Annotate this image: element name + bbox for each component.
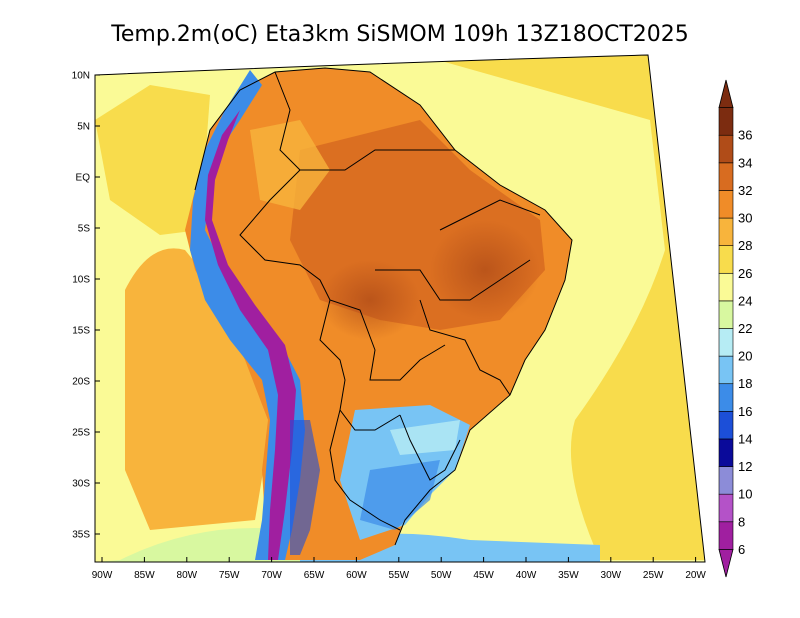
colorbar-label: 32 bbox=[738, 183, 752, 198]
border-states-3 bbox=[419, 299, 511, 396]
colorbar-label: 28 bbox=[738, 238, 752, 253]
colorbar-label: 30 bbox=[738, 211, 752, 226]
colorbar-label: 20 bbox=[738, 349, 752, 364]
south-cold-patch bbox=[360, 460, 440, 530]
border-uruguay bbox=[399, 414, 461, 481]
colorbar-label: 36 bbox=[738, 128, 752, 143]
lat-label: EQ bbox=[76, 173, 91, 184]
colorbar-label: 6 bbox=[738, 542, 745, 557]
colorbar-segment bbox=[718, 383, 734, 412]
south-mild-patch bbox=[390, 420, 460, 455]
lon-label: 60W bbox=[346, 570, 367, 581]
border-states-1 bbox=[375, 259, 531, 301]
colorbar-label: 8 bbox=[738, 514, 745, 529]
colorbar-label: 10 bbox=[738, 487, 752, 502]
lon-label: 85W bbox=[134, 570, 155, 581]
border-north bbox=[274, 71, 455, 171]
colorbar-segment bbox=[718, 466, 734, 495]
border-states-2 bbox=[439, 199, 541, 231]
lon-label: 90W bbox=[92, 570, 113, 581]
colorbar-segment bbox=[718, 411, 734, 440]
lon-label: 45W bbox=[473, 570, 494, 581]
lon-label: 75W bbox=[219, 570, 240, 581]
colorbar-label: 18 bbox=[738, 376, 752, 391]
central-hot-core bbox=[320, 260, 420, 340]
lon-label: 30W bbox=[601, 570, 622, 581]
atlantic-warm bbox=[420, 55, 705, 560]
colorbar-segment bbox=[718, 493, 734, 523]
colorbar: 6 8 10 12 14 16 18 20 22 24 26 28 30 32 34 36 bbox=[718, 79, 752, 578]
longitude-labels: 90W 85W 80W 75W 70W 65W 60W 55W 50W 45W 40W 35W 30W 2… bbox=[92, 557, 706, 581]
lat-label: 5S bbox=[78, 224, 91, 235]
colorbar-segment bbox=[718, 300, 734, 329]
colorbar-segment bbox=[718, 328, 734, 357]
lon-label: 25W bbox=[643, 570, 664, 581]
colorbar-label: 16 bbox=[738, 404, 752, 419]
lat-label: 15S bbox=[72, 326, 90, 337]
lon-label: 35W bbox=[558, 570, 579, 581]
lat-label: 25S bbox=[72, 428, 90, 439]
lat-label: 10S bbox=[72, 275, 90, 286]
lon-label: 20W bbox=[685, 570, 706, 581]
colorbar-segment bbox=[718, 162, 734, 191]
lon-label: 40W bbox=[516, 570, 537, 581]
lon-label: 55W bbox=[389, 570, 410, 581]
border-argentina bbox=[329, 409, 401, 531]
lon-label: 70W bbox=[261, 570, 282, 581]
colorbar-label: 22 bbox=[738, 321, 752, 336]
colorbar-segment bbox=[718, 521, 734, 550]
patagonia-cold bbox=[290, 420, 320, 555]
pacific-north-warm bbox=[95, 85, 210, 235]
lon-label: 50W bbox=[431, 570, 452, 581]
lat-label: 10N bbox=[72, 71, 90, 82]
amazon-mild bbox=[250, 120, 330, 210]
lon-label: 80W bbox=[177, 570, 198, 581]
lat-label: 35S bbox=[72, 530, 90, 541]
map-frame bbox=[94, 54, 706, 563]
colorbar-label: 34 bbox=[738, 155, 752, 170]
coastline-east bbox=[194, 67, 573, 546]
colorbar-arrow-high bbox=[718, 79, 734, 109]
temperature-field bbox=[95, 55, 705, 562]
colorbar-segment bbox=[718, 134, 734, 164]
colorbar-label: 12 bbox=[738, 459, 752, 474]
lat-label: 20S bbox=[72, 377, 90, 388]
lon-label: 65W bbox=[304, 570, 325, 581]
colorbar-segment bbox=[718, 217, 734, 246]
colorbar-segment bbox=[718, 438, 734, 467]
colorbar-segment bbox=[718, 245, 734, 274]
country-borders bbox=[194, 67, 573, 546]
lat-label: 5N bbox=[77, 122, 90, 133]
border-bolivia bbox=[319, 299, 401, 431]
latitude-labels: 10N 5N EQ 5S 10S 15S 20S 25S 30S 35S bbox=[72, 71, 100, 541]
northeast-hot-core bbox=[430, 220, 540, 320]
map-title: Temp.2m(oC) Eta3km SiSMOM 109h 13Z18OCT2… bbox=[110, 22, 689, 47]
colorbar-segment bbox=[718, 107, 734, 136]
colorbar-label: 24 bbox=[738, 293, 752, 308]
colorbar-arrow-low bbox=[718, 548, 734, 578]
lat-label: 30S bbox=[72, 479, 90, 490]
colorbar-segment bbox=[718, 190, 734, 219]
colorbar-segment bbox=[718, 355, 734, 385]
colorbar-segment bbox=[718, 272, 734, 302]
colorbar-label: 26 bbox=[738, 266, 752, 281]
colorbar-label: 14 bbox=[738, 431, 752, 446]
